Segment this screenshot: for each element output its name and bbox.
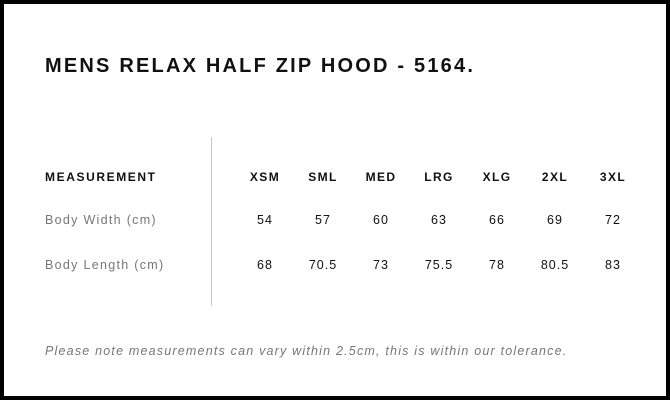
table-cell: 57 (315, 213, 331, 227)
tolerance-note: Please note measurements can vary within… (45, 344, 568, 358)
row-label: Body Length (cm) (45, 258, 165, 272)
table-cell: 75.5 (424, 258, 454, 272)
size-header-med: MED (365, 170, 397, 184)
table-cell: 73 (373, 258, 389, 272)
table-cell: 68 (257, 258, 273, 272)
size-header-sml: SML (308, 170, 338, 184)
table-cell: 63 (431, 213, 447, 227)
header-measurement: MEASUREMENT (45, 170, 157, 184)
size-header-2xl: 2XL (541, 170, 569, 184)
table-cell: 66 (489, 213, 505, 227)
table-cell: 54 (257, 213, 273, 227)
column-divider (211, 137, 212, 306)
size-header-lrg: LRG (424, 170, 454, 184)
table-cell: 60 (373, 213, 389, 227)
table-cell: 70.5 (308, 258, 338, 272)
page-title: MENS RELAX HALF ZIP HOOD - 5164. (45, 55, 476, 77)
table-cell: 78 (489, 258, 505, 272)
size-header-xsm: XSM (249, 170, 281, 184)
table-cell: 83 (605, 258, 621, 272)
table-cell: 69 (547, 213, 563, 227)
size-header-3xl: 3XL (599, 170, 627, 184)
size-header-xlg: XLG (482, 170, 512, 184)
size-chart: MENS RELAX HALF ZIP HOOD - 5164. MEASURE… (4, 4, 666, 396)
row-label: Body Width (cm) (45, 213, 157, 227)
table-cell: 80.5 (540, 258, 570, 272)
table-cell: 72 (605, 213, 621, 227)
